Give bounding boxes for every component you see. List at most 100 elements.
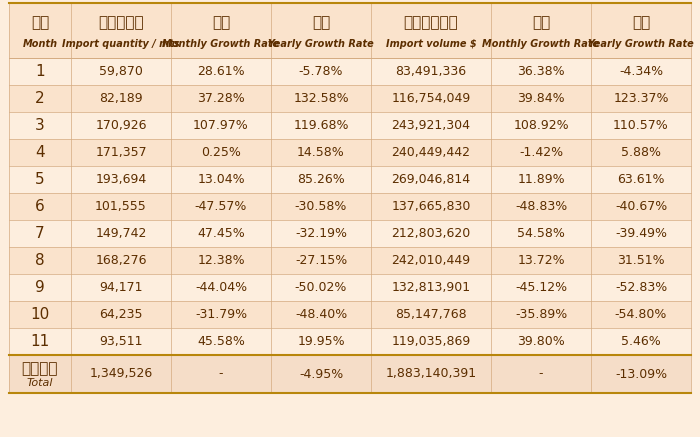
Bar (171, 301, 271, 328)
Text: 149,742: 149,742 (95, 227, 147, 240)
Bar (371, 247, 491, 274)
Text: 108.92%: 108.92% (513, 119, 569, 132)
Bar (9, 112, 71, 139)
Text: 13.04%: 13.04% (197, 173, 245, 186)
Bar (491, 193, 591, 220)
Text: -32.19%: -32.19% (295, 227, 347, 240)
Text: -1.42%: -1.42% (519, 146, 563, 159)
Text: 64,235: 64,235 (99, 308, 143, 321)
Text: 9: 9 (35, 280, 45, 295)
Bar (71, 166, 171, 193)
Text: 14.58%: 14.58% (297, 146, 345, 159)
Text: 242,010,449: 242,010,449 (391, 254, 470, 267)
Text: Monthly Growth Rate: Monthly Growth Rate (162, 39, 279, 49)
Bar (9, 3, 71, 58)
Bar (71, 112, 171, 139)
Text: 132,813,901: 132,813,901 (391, 281, 470, 294)
Text: Yearly Growth Rate: Yearly Growth Rate (268, 39, 374, 49)
Text: 11: 11 (30, 334, 50, 349)
Text: Import volume $: Import volume $ (386, 39, 476, 49)
Text: 37.28%: 37.28% (197, 92, 245, 105)
Text: -: - (218, 368, 223, 381)
Text: 47.45%: 47.45% (197, 227, 245, 240)
Text: 193,694: 193,694 (95, 173, 146, 186)
Text: -35.89%: -35.89% (515, 308, 567, 321)
Text: 19.95%: 19.95% (298, 335, 345, 348)
Text: -50.02%: -50.02% (295, 281, 347, 294)
Text: 4: 4 (35, 145, 45, 160)
Text: 31.51%: 31.51% (617, 254, 665, 267)
Text: 83,491,336: 83,491,336 (395, 65, 467, 78)
Text: 数量（吨）: 数量（吨） (98, 15, 144, 30)
Bar (591, 355, 691, 393)
Bar (271, 85, 371, 112)
Text: 11.89%: 11.89% (517, 173, 565, 186)
Text: 同比: 同比 (632, 15, 650, 30)
Bar (271, 58, 371, 85)
Text: 85.26%: 85.26% (297, 173, 345, 186)
Text: 123.37%: 123.37% (613, 92, 668, 105)
Text: 243,921,304: 243,921,304 (391, 119, 470, 132)
Text: 36.38%: 36.38% (517, 65, 565, 78)
Text: 13.72%: 13.72% (517, 254, 565, 267)
Text: 5.46%: 5.46% (621, 335, 661, 348)
Text: -45.12%: -45.12% (515, 281, 567, 294)
Bar (9, 274, 71, 301)
Bar (491, 166, 591, 193)
Bar (491, 112, 591, 139)
Text: 环比: 环比 (532, 15, 550, 30)
Bar (591, 220, 691, 247)
Bar (171, 112, 271, 139)
Text: 当年累计: 当年累计 (22, 361, 58, 376)
Bar (171, 220, 271, 247)
Bar (271, 166, 371, 193)
Bar (171, 85, 271, 112)
Text: Import quantity / mts: Import quantity / mts (62, 39, 180, 49)
Bar (591, 247, 691, 274)
Bar (271, 355, 371, 393)
Bar (171, 274, 271, 301)
Bar (591, 328, 691, 355)
Text: 10: 10 (30, 307, 50, 322)
Text: -30.58%: -30.58% (295, 200, 347, 213)
Bar (491, 58, 591, 85)
Text: -: - (539, 368, 543, 381)
Bar (9, 328, 71, 355)
Text: 212,803,620: 212,803,620 (391, 227, 470, 240)
Text: 1: 1 (35, 64, 45, 79)
Bar (171, 328, 271, 355)
Text: -4.95%: -4.95% (299, 368, 343, 381)
Text: -5.78%: -5.78% (299, 65, 343, 78)
Bar (9, 166, 71, 193)
Bar (371, 355, 491, 393)
Text: 8: 8 (35, 253, 45, 268)
Text: 1,349,526: 1,349,526 (90, 368, 153, 381)
Text: 5: 5 (35, 172, 45, 187)
Bar (371, 328, 491, 355)
Bar (9, 58, 71, 85)
Text: -54.80%: -54.80% (615, 308, 667, 321)
Bar (591, 139, 691, 166)
Bar (491, 328, 591, 355)
Bar (491, 355, 591, 393)
Text: 59,870: 59,870 (99, 65, 143, 78)
Text: -40.67%: -40.67% (615, 200, 667, 213)
Text: 54.58%: 54.58% (517, 227, 565, 240)
Bar (491, 274, 591, 301)
Text: 171,357: 171,357 (95, 146, 147, 159)
Text: 7: 7 (35, 226, 45, 241)
Text: Yearly Growth Rate: Yearly Growth Rate (588, 39, 694, 49)
Bar (371, 166, 491, 193)
Bar (271, 139, 371, 166)
Text: -44.04%: -44.04% (195, 281, 247, 294)
Bar (271, 247, 371, 274)
Text: -47.57%: -47.57% (195, 200, 247, 213)
Text: 环比: 环比 (212, 15, 230, 30)
Text: Monthly Growth Rate: Monthly Growth Rate (482, 39, 600, 49)
Text: 170,926: 170,926 (95, 119, 147, 132)
Text: 101,555: 101,555 (95, 200, 147, 213)
Text: 137,665,830: 137,665,830 (391, 200, 470, 213)
Text: 月份: 月份 (31, 15, 49, 30)
Bar (171, 139, 271, 166)
Text: 116,754,049: 116,754,049 (391, 92, 470, 105)
